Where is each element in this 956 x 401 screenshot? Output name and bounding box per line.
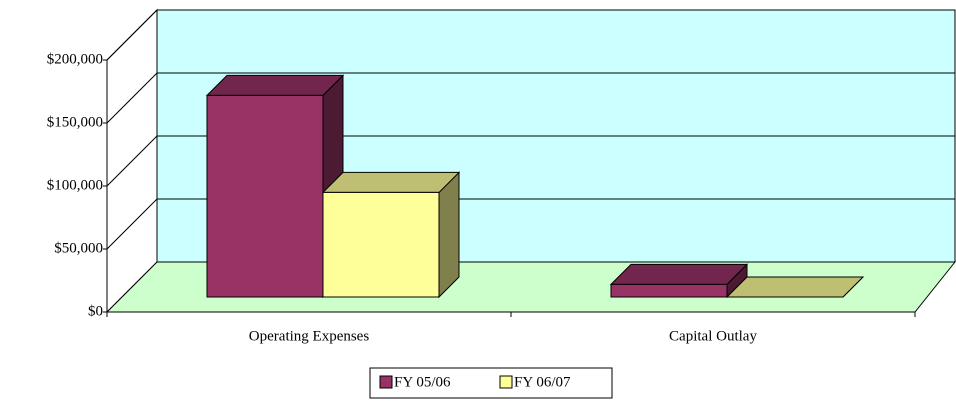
y-tick-label: $0 — [88, 303, 103, 319]
y-tick-label: $150,000 — [47, 114, 103, 130]
legend-swatch — [499, 375, 513, 389]
x-tick-label: Capital Outlay — [669, 328, 757, 344]
bar — [322, 191, 440, 298]
bar-top — [205, 74, 345, 96]
bar-top — [609, 263, 749, 285]
grid-line — [106, 72, 955, 124]
legend-swatch — [379, 375, 393, 389]
bar-top — [725, 276, 865, 298]
grid-line — [106, 135, 955, 187]
grid-line — [106, 9, 955, 61]
legend — [369, 367, 613, 399]
y-tick-label: $100,000 — [47, 177, 103, 193]
legend-label: FY 06/07 — [514, 374, 571, 390]
bar — [206, 94, 324, 298]
bar-side — [438, 171, 460, 299]
y-tick-label: $50,000 — [54, 240, 103, 256]
bar-top — [321, 171, 461, 193]
grid-line — [106, 198, 955, 250]
bar — [610, 283, 728, 298]
x-tick-label: Operating Expenses — [249, 328, 370, 344]
y-tick-label: $200,000 — [47, 51, 103, 67]
legend-label: FY 05/06 — [394, 374, 451, 390]
